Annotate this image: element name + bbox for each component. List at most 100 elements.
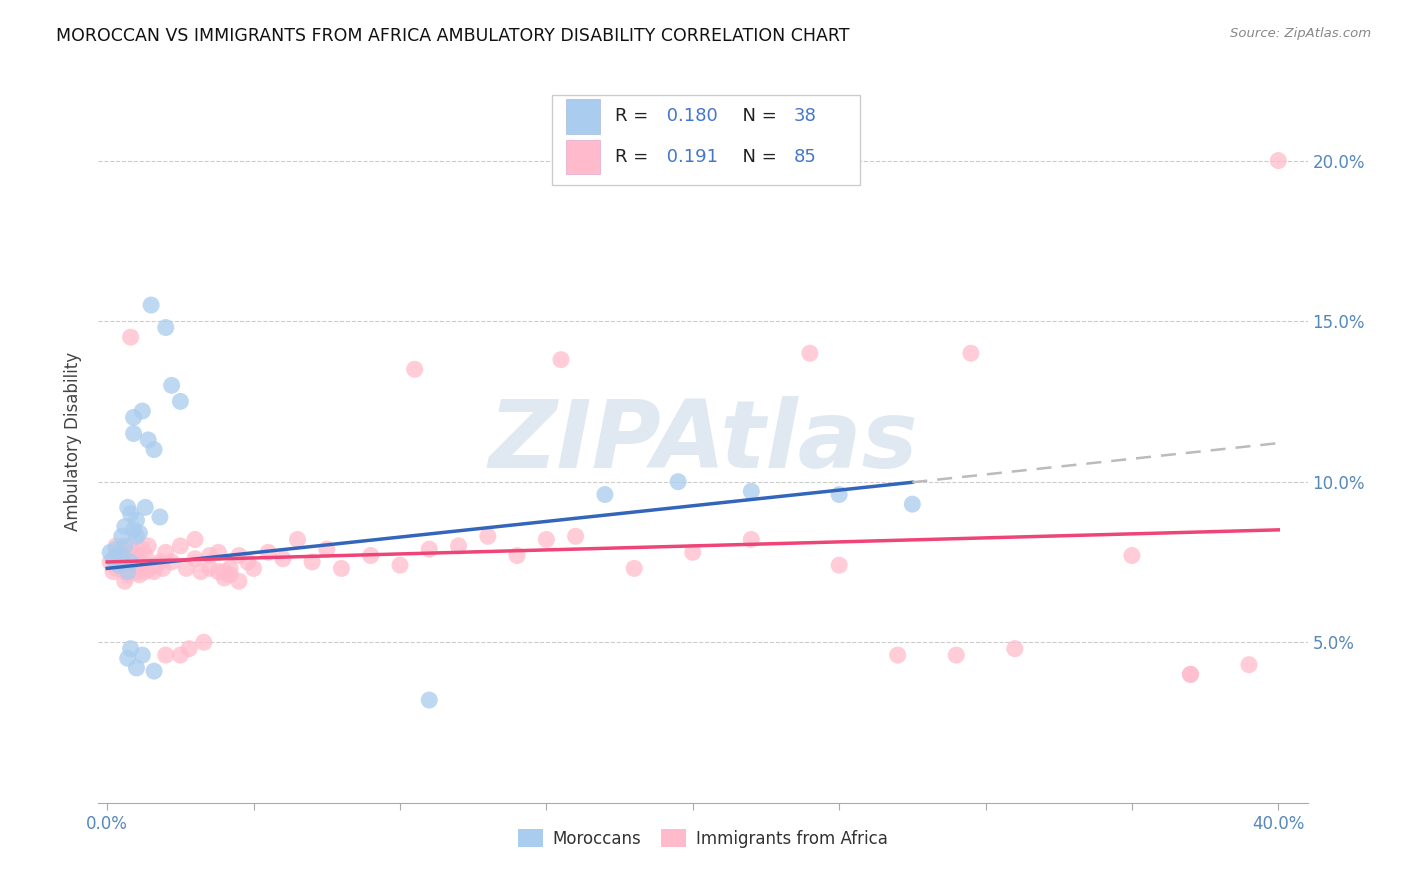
Point: [184, 551, 207, 566]
Point: [228, 574, 250, 589]
Point: [169, 394, 191, 409]
Point: [198, 561, 221, 575]
Text: N =: N =: [731, 148, 782, 166]
Point: [117, 500, 139, 515]
Point: [114, 555, 136, 569]
Point: [125, 549, 148, 563]
Y-axis label: Ambulatory Disability: Ambulatory Disability: [63, 352, 82, 531]
Point: [136, 558, 159, 573]
Point: [122, 426, 145, 441]
Point: [120, 330, 142, 344]
Point: [193, 635, 215, 649]
Point: [114, 519, 136, 533]
Point: [122, 410, 145, 425]
Point: [160, 378, 183, 392]
Point: [740, 533, 762, 547]
Point: [330, 561, 353, 575]
Point: [564, 529, 586, 543]
Point: [131, 542, 153, 557]
Point: [901, 497, 924, 511]
Point: [682, 545, 704, 559]
Point: [108, 558, 131, 573]
Point: [169, 539, 191, 553]
Point: [120, 555, 142, 569]
Point: [155, 648, 177, 662]
Point: [190, 565, 212, 579]
Point: [117, 567, 139, 582]
Text: R =: R =: [614, 148, 654, 166]
FancyBboxPatch shape: [567, 99, 600, 134]
Text: 0.180: 0.180: [661, 107, 717, 125]
Point: [114, 565, 136, 579]
Point: [593, 487, 616, 501]
Point: [271, 551, 294, 566]
Point: [98, 555, 121, 569]
Point: [125, 513, 148, 527]
Point: [143, 664, 166, 678]
Point: [136, 539, 159, 553]
Point: [477, 529, 499, 543]
Point: [1121, 549, 1143, 563]
Text: 38: 38: [794, 107, 817, 125]
Point: [301, 555, 323, 569]
Point: [155, 545, 177, 559]
FancyBboxPatch shape: [551, 95, 860, 185]
Point: [169, 648, 191, 662]
Point: [122, 545, 145, 559]
Point: [828, 558, 851, 573]
Point: [111, 529, 134, 543]
Point: [242, 561, 264, 575]
Point: [418, 542, 440, 557]
Point: [1004, 641, 1026, 656]
Point: [101, 551, 124, 566]
Point: [125, 565, 148, 579]
Point: [122, 561, 145, 575]
Point: [128, 567, 150, 582]
Text: 0.191: 0.191: [661, 148, 717, 166]
Point: [139, 298, 162, 312]
Point: [207, 545, 229, 559]
Point: [117, 651, 139, 665]
Point: [388, 558, 411, 573]
Point: [418, 693, 440, 707]
Text: 85: 85: [794, 148, 817, 166]
Text: Source: ZipAtlas.com: Source: ZipAtlas.com: [1230, 27, 1371, 40]
Text: N =: N =: [731, 107, 782, 125]
Point: [125, 529, 148, 543]
Point: [945, 648, 967, 662]
Point: [1267, 153, 1289, 168]
Point: [1180, 667, 1202, 681]
Point: [143, 442, 166, 457]
Point: [207, 565, 229, 579]
Point: [128, 555, 150, 569]
Point: [117, 551, 139, 566]
Point: [828, 487, 851, 501]
Point: [117, 565, 139, 579]
Point: [740, 484, 762, 499]
Point: [155, 320, 177, 334]
Point: [550, 352, 572, 367]
Point: [179, 641, 201, 656]
Text: R =: R =: [614, 107, 654, 125]
Point: [146, 558, 169, 573]
Text: MOROCCAN VS IMMIGRANTS FROM AFRICA AMBULATORY DISABILITY CORRELATION CHART: MOROCCAN VS IMMIGRANTS FROM AFRICA AMBUL…: [56, 27, 849, 45]
Point: [131, 404, 153, 418]
Point: [960, 346, 983, 360]
Point: [104, 539, 127, 553]
Point: [128, 526, 150, 541]
Point: [160, 555, 183, 569]
Point: [149, 510, 172, 524]
Point: [287, 533, 309, 547]
Point: [228, 549, 250, 563]
Point: [114, 574, 136, 589]
Point: [122, 523, 145, 537]
Point: [198, 549, 221, 563]
Point: [152, 561, 174, 575]
Point: [236, 555, 259, 569]
Point: [120, 558, 142, 573]
Point: [111, 561, 134, 575]
Point: [219, 561, 242, 575]
Point: [120, 539, 142, 553]
Point: [506, 549, 529, 563]
Point: [184, 533, 207, 547]
